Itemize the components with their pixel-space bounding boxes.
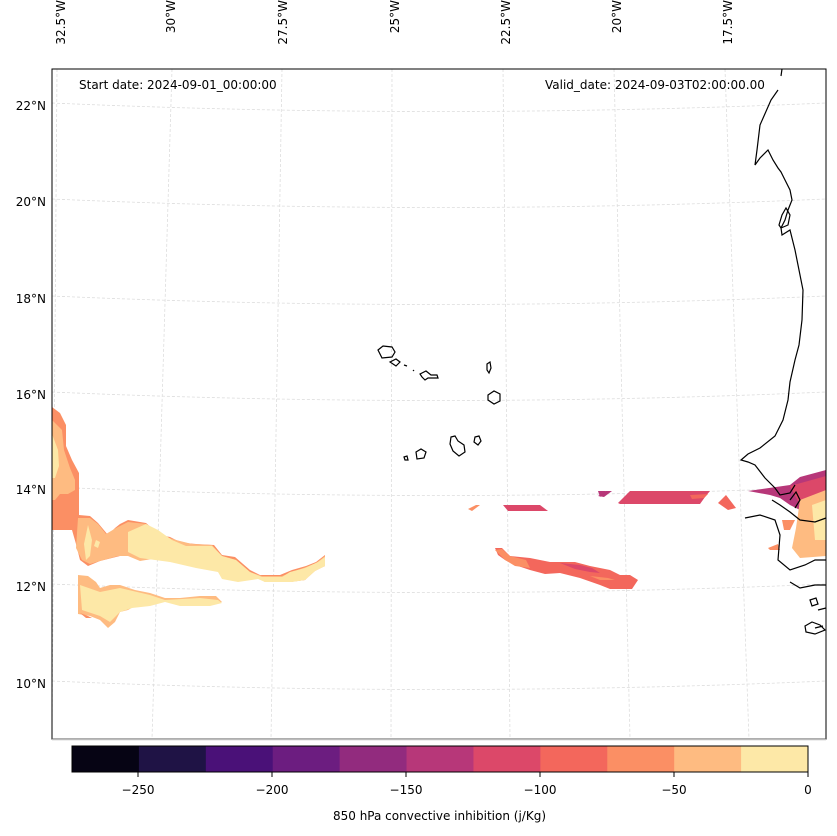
island-outline <box>412 369 415 372</box>
colorbar-tick-label: −100 <box>523 783 557 797</box>
colorbar-swatch <box>72 746 140 772</box>
cin-contour-region <box>503 505 548 511</box>
cin-contour-region <box>618 491 710 504</box>
colorbar-tick-label: −250 <box>121 783 155 797</box>
coastline-path <box>789 490 801 509</box>
cin-contour-region <box>718 495 736 510</box>
coastline-path <box>778 206 791 229</box>
colorbar-tick-label: −50 <box>661 783 687 797</box>
lon-label-32-5w: 32.5°W <box>54 0 68 45</box>
coastline-path <box>739 68 804 496</box>
lat-label-14n: 14°N <box>15 483 46 497</box>
colorbar-swatch <box>406 746 474 772</box>
coastline-path <box>771 499 827 523</box>
cin-contour-region <box>590 576 615 580</box>
cin-contour-region <box>560 563 600 573</box>
parallel-gridline <box>51 102 827 112</box>
coastline-path <box>789 581 826 589</box>
colorbar-swatch <box>138 746 207 772</box>
cin-contour-region <box>84 525 92 560</box>
meridian-gridline <box>613 68 631 740</box>
parallel-gridline <box>51 198 827 208</box>
coastline-path <box>804 621 827 635</box>
cin-contour-region <box>495 549 530 568</box>
colorbar <box>71 745 809 777</box>
parallel-gridline <box>51 391 827 401</box>
cin-contour-region <box>768 544 780 550</box>
colorbar-label: 850 hPa convective inhibition (j/Kg) <box>332 809 546 823</box>
lon-label-25w: 25°W <box>388 0 402 34</box>
meridian-gridline <box>502 68 511 740</box>
lat-label-16n: 16°N <box>15 388 46 402</box>
coastline-path <box>814 625 824 629</box>
island-outline <box>449 435 466 457</box>
cin-contour-region <box>80 585 222 622</box>
lon-label-22-5w: 22.5°W <box>499 0 513 45</box>
colorbar-swatch <box>205 746 274 772</box>
map-frame <box>51 68 827 740</box>
island-outline <box>419 370 439 381</box>
meridian-gridline <box>151 68 173 740</box>
colorbar-swatch <box>473 746 541 772</box>
cin-contour-region <box>598 491 606 497</box>
coastline-path <box>817 607 827 611</box>
parallel-gridline <box>51 583 827 593</box>
lat-label-22n: 22°N <box>15 99 46 113</box>
coastline-path <box>809 597 819 607</box>
colorbar-swatch <box>339 746 408 772</box>
cin-contour-region <box>52 434 59 478</box>
cin-contour-region <box>782 520 795 530</box>
meridian-gridline <box>390 68 393 740</box>
coastlines <box>377 68 827 635</box>
colorbar-frame <box>71 745 809 773</box>
cin-contour-region <box>80 613 92 618</box>
colorbar-tick-label: −150 <box>389 783 423 797</box>
lat-label-12n: 12°N <box>15 580 46 594</box>
colorbar-tick-label: 0 <box>804 783 812 797</box>
colorbar-swatch <box>540 746 608 772</box>
coastline-path <box>744 514 826 571</box>
colorbar-swatch <box>674 746 742 772</box>
cin-contour-region <box>94 540 100 548</box>
lon-label-20w: 20°W <box>610 0 624 34</box>
island-outline <box>415 448 427 460</box>
lon-label-30w: 30°W <box>164 0 178 34</box>
lon-label-27-5w: 27.5°W <box>276 0 290 45</box>
lon-label-17-5w: 17.5°W <box>721 0 735 45</box>
cin-contour-region <box>128 524 325 582</box>
cin-contour-region <box>468 505 480 511</box>
island-outline <box>473 435 482 446</box>
colorbar-swatch <box>607 746 675 772</box>
start-date-annotation: Start date: 2024-09-01_00:00:00 <box>79 78 277 92</box>
valid-date-annotation: Valid_date: 2024-09-03T02:00:00.00 <box>545 78 765 92</box>
meridian-gridline <box>51 68 58 740</box>
lat-label-20n: 20°N <box>15 195 46 209</box>
cin-field <box>52 407 826 628</box>
island-outline <box>486 360 492 375</box>
meridian-gridline <box>270 68 283 740</box>
island-outline <box>403 455 409 461</box>
island-outline <box>377 345 396 359</box>
parallel-gridline <box>51 295 827 305</box>
parallel-gridline <box>51 486 827 496</box>
colorbar-swatch <box>272 746 341 772</box>
cin-contour-region <box>52 420 75 500</box>
cin-contour-region <box>690 494 708 499</box>
island-outline <box>403 364 408 367</box>
colorbar-tick-label: −200 <box>255 783 289 797</box>
parallel-gridline <box>51 680 827 690</box>
lat-label-10n: 10°N <box>15 677 46 691</box>
island-outline <box>388 358 401 367</box>
colorbar-swatch <box>741 746 809 772</box>
gridlines <box>51 68 827 740</box>
island-outline <box>487 390 501 405</box>
lat-label-18n: 18°N <box>15 292 46 306</box>
cin-contour-region <box>495 548 638 589</box>
meridian-gridline <box>724 68 750 740</box>
